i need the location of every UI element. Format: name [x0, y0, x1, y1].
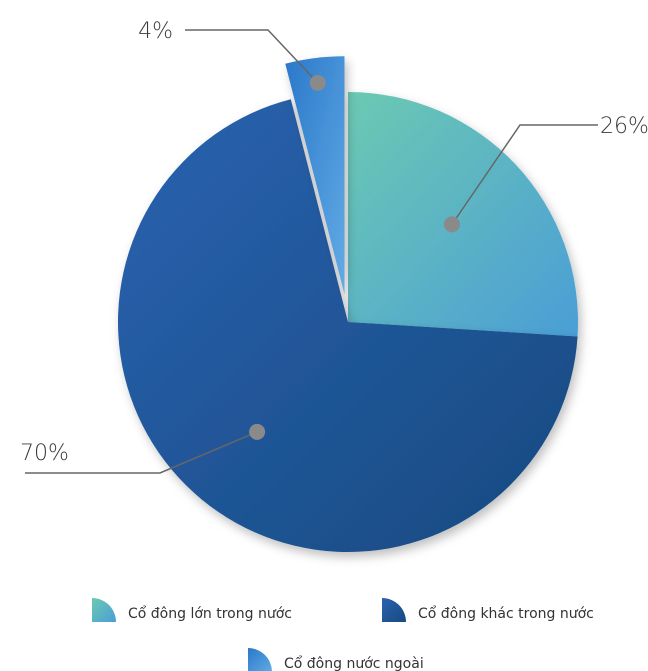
pie-slices	[117, 56, 578, 552]
data-label-co-dong-nuoc-ngoai: 4%	[138, 19, 173, 44]
chart-legend: Cổ đông lớn trong nước Cổ đông khác trong…	[92, 598, 594, 671]
callout-line-co-dong-nuoc-ngoai	[185, 29, 319, 84]
legend-swatch	[248, 648, 272, 671]
callout-line-co-dong-khac-trong-nuoc	[25, 431, 258, 474]
pie-slice-co-dong-lon-trong-nuoc	[348, 92, 578, 337]
data-label-co-dong-lon-trong-nuoc: 26%	[600, 114, 648, 139]
pie-slice-co-dong-khac-trong-nuoc	[117, 99, 578, 552]
callout-dot-co-dong-khac-trong-nuoc	[249, 423, 266, 440]
pie-slice-co-dong-nuoc-ngoai	[285, 56, 345, 295]
legend-label: Cổ đông khác trong nước	[418, 605, 594, 622]
legend-label: Cổ đông lớn trong nước	[128, 605, 292, 622]
callout-dot-co-dong-nuoc-ngoai	[309, 74, 326, 91]
pie-callouts: 26% 70% 4%	[20, 19, 648, 474]
legend-label: Cổ đông nước ngoài	[284, 655, 424, 671]
legend-swatch	[92, 598, 116, 622]
callout-line-co-dong-lon-trong-nuoc	[451, 124, 598, 225]
legend-swatch	[382, 598, 406, 622]
legend-item-co-dong-khac-trong-nuoc: Cổ đông khác trong nước	[382, 598, 594, 622]
data-label-co-dong-khac-trong-nuoc: 70%	[20, 441, 69, 466]
callout-dot-co-dong-lon-trong-nuoc	[443, 216, 460, 233]
legend-item-co-dong-lon-trong-nuoc: Cổ đông lớn trong nước	[92, 598, 292, 622]
legend-item-co-dong-nuoc-ngoai: Cổ đông nước ngoài	[248, 648, 424, 671]
